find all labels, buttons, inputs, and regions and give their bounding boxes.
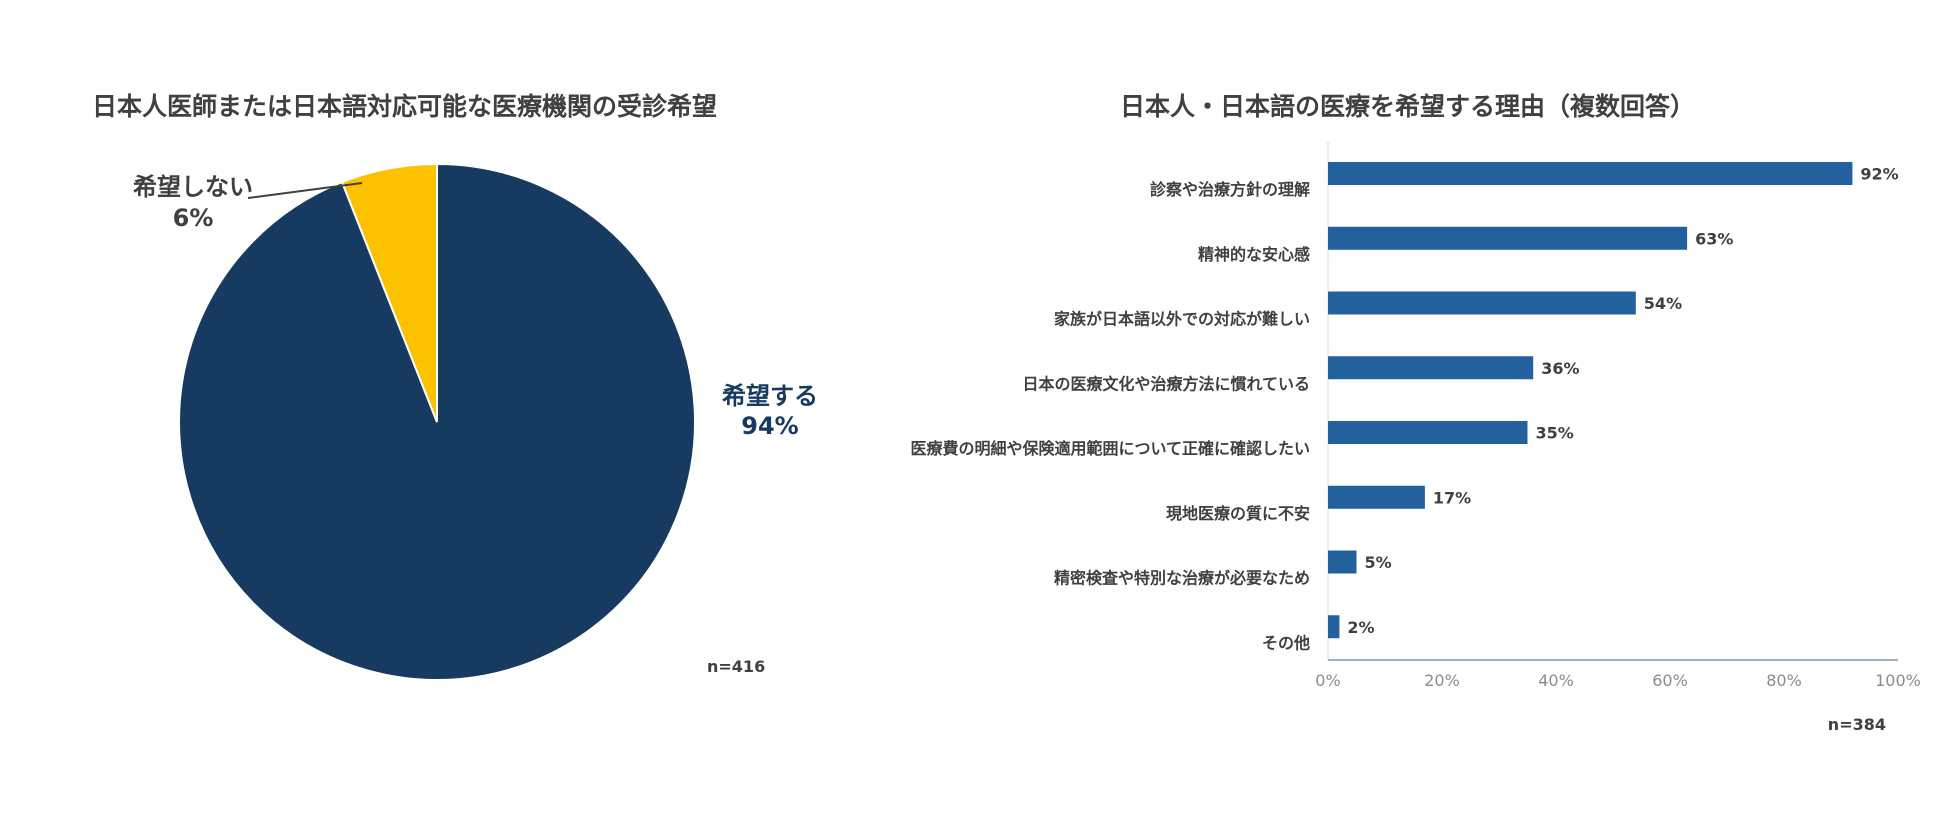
bar-value-label-4: 35% xyxy=(1536,424,1574,443)
x-tick-label-0: 0% xyxy=(1315,671,1340,690)
bar-3 xyxy=(1328,356,1534,380)
bar-chart: 92% 診察や治療方針の理解 63% 精神的な安心感 54% 家族が日本語以外での対応が難… xyxy=(910,142,1921,734)
bar-category-label-7: その他 xyxy=(1262,633,1310,652)
bar-category-label-5: 現地医療の質に不安 xyxy=(1166,504,1310,523)
pie-label-1: 希望しない xyxy=(133,173,253,201)
bar-value-label-0: 92% xyxy=(1860,165,1898,184)
bar-category-label-1: 精神的な安心感 xyxy=(1198,245,1310,264)
x-tick-label-4: 80% xyxy=(1766,671,1802,690)
bar-6 xyxy=(1328,550,1357,574)
bar-category-label-0: 診察や治療方針の理解 xyxy=(1150,180,1310,199)
bar-category-label-3: 日本の医療文化や治療方法に慣れている xyxy=(1022,374,1310,393)
bar-value-label-3: 36% xyxy=(1541,359,1579,378)
bar-5 xyxy=(1328,485,1425,509)
x-tick-label-2: 40% xyxy=(1538,671,1574,690)
bar-value-label-2: 54% xyxy=(1644,294,1682,313)
x-tick-label-5: 100% xyxy=(1875,671,1921,690)
x-tick-label-3: 60% xyxy=(1652,671,1688,690)
pie-value-label-0: 94% xyxy=(741,412,798,440)
bar-category-label-6: 精密検査や特別な治療が必要なため xyxy=(1054,569,1310,588)
bar-1 xyxy=(1328,226,1688,250)
bar-7 xyxy=(1328,615,1340,639)
pie-chart-title: 日本人医師または日本語対応可能な医療機関の受診希望 xyxy=(92,92,718,121)
bar-0 xyxy=(1328,162,1853,185)
pie-slice-1 xyxy=(340,162,438,423)
bar-sample-size: n=384 xyxy=(1828,715,1886,734)
bar-category-label-2: 家族が日本語以外での対応が難しい xyxy=(1054,310,1310,329)
bar-4 xyxy=(1328,421,1528,444)
bar-value-label-5: 17% xyxy=(1433,488,1471,507)
pie-leader-line xyxy=(247,182,363,199)
x-tick-label-1: 20% xyxy=(1424,671,1460,690)
bar-chart-title: 日本人・日本語の医療を希望する理由（複数回答） xyxy=(1120,92,1696,121)
bar-2 xyxy=(1328,291,1636,315)
pie-sample-size: n=416 xyxy=(707,657,765,676)
bar-value-label-7: 2% xyxy=(1347,618,1374,637)
pie-value-label-1: 6% xyxy=(173,204,214,232)
bar-value-label-6: 5% xyxy=(1365,553,1392,572)
pie-label-0: 希望する xyxy=(722,382,818,410)
bar-value-label-1: 63% xyxy=(1695,229,1733,248)
bar-category-label-4: 医療費の明細や保険適用範囲について正確に確認したい xyxy=(910,439,1310,458)
